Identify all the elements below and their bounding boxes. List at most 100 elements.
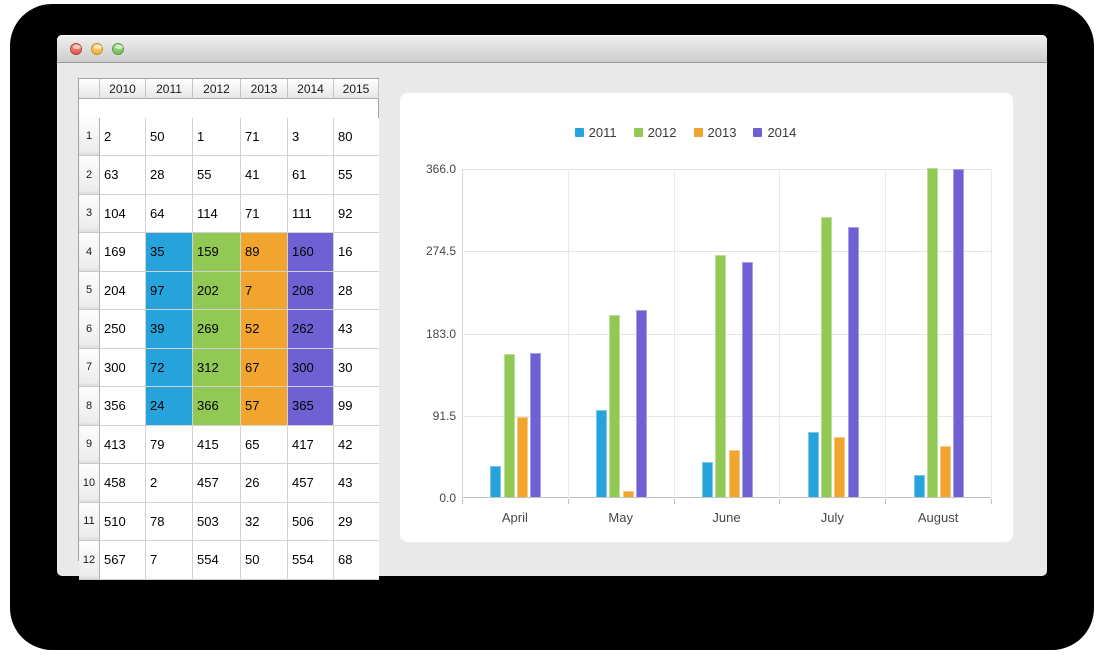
table-cell[interactable]: 28 xyxy=(146,156,193,195)
table-cell[interactable]: 300 xyxy=(100,348,146,387)
table-cell[interactable]: 554 xyxy=(193,541,241,580)
table-cell[interactable]: 506 xyxy=(288,502,334,541)
table-cell[interactable]: 250 xyxy=(100,310,146,349)
table-cell[interactable]: 65 xyxy=(241,425,288,464)
table-cell[interactable]: 567 xyxy=(100,541,146,580)
row-header-1[interactable]: 1 xyxy=(79,117,100,156)
table-cell[interactable]: 29 xyxy=(334,502,379,541)
table-cell[interactable]: 61 xyxy=(288,156,334,195)
column-header-2012[interactable]: 2012 xyxy=(193,79,241,99)
table-cell[interactable]: 30 xyxy=(334,348,379,387)
window-titlebar[interactable] xyxy=(57,35,1047,63)
table-cell[interactable]: 160 xyxy=(288,233,334,272)
table-cell[interactable]: 7 xyxy=(146,541,193,580)
row-header-11[interactable]: 11 xyxy=(79,502,100,541)
table-cell[interactable]: 417 xyxy=(288,425,334,464)
table-cell[interactable]: 365 xyxy=(288,387,334,426)
row-header-5[interactable]: 5 xyxy=(79,271,100,310)
table-cell[interactable]: 80 xyxy=(334,117,379,156)
table-cell[interactable]: 63 xyxy=(100,156,146,195)
zoom-button[interactable] xyxy=(112,42,124,55)
table-cell[interactable]: 503 xyxy=(193,502,241,541)
table-cell[interactable]: 79 xyxy=(146,425,193,464)
row-header-7[interactable]: 7 xyxy=(79,348,100,387)
table-cell[interactable]: 26 xyxy=(241,464,288,503)
table-cell[interactable]: 104 xyxy=(100,194,146,233)
table-cell[interactable]: 71 xyxy=(241,117,288,156)
table-cell[interactable]: 28 xyxy=(334,271,379,310)
table-cell[interactable]: 111 xyxy=(288,194,334,233)
table-cell[interactable]: 208 xyxy=(288,271,334,310)
table-cell[interactable]: 510 xyxy=(100,502,146,541)
table-cell[interactable]: 43 xyxy=(334,310,379,349)
minimize-button[interactable] xyxy=(91,42,103,55)
table-cell[interactable]: 202 xyxy=(193,271,241,310)
table-cell[interactable]: 24 xyxy=(146,387,193,426)
table-cell[interactable]: 68 xyxy=(334,541,379,580)
table-cell[interactable]: 269 xyxy=(193,310,241,349)
table-cell[interactable]: 89 xyxy=(241,233,288,272)
column-header-2013[interactable]: 2013 xyxy=(241,79,288,99)
table-cell[interactable]: 114 xyxy=(193,194,241,233)
row-header-6[interactable]: 6 xyxy=(79,310,100,349)
table-cell[interactable]: 92 xyxy=(334,194,379,233)
table-cell[interactable]: 413 xyxy=(100,425,146,464)
column-header-2015[interactable]: 2015 xyxy=(334,79,379,99)
table-cell[interactable]: 457 xyxy=(288,464,334,503)
table-cell[interactable]: 356 xyxy=(100,387,146,426)
table-cell[interactable]: 169 xyxy=(100,233,146,272)
column-header-2010[interactable]: 2010 xyxy=(100,79,146,99)
table-cell[interactable]: 78 xyxy=(146,502,193,541)
table-cell[interactable]: 16 xyxy=(334,233,379,272)
table-cell[interactable]: 2 xyxy=(146,464,193,503)
row-header-10[interactable]: 10 xyxy=(79,464,100,503)
table-cell[interactable]: 43 xyxy=(334,464,379,503)
row-header-2[interactable]: 2 xyxy=(79,156,100,195)
table-cell[interactable]: 3 xyxy=(288,117,334,156)
table-cell[interactable]: 262 xyxy=(288,310,334,349)
table-cell[interactable]: 41 xyxy=(241,156,288,195)
table-cell[interactable]: 35 xyxy=(146,233,193,272)
table-cell[interactable]: 72 xyxy=(146,348,193,387)
row-header-8[interactable]: 8 xyxy=(79,387,100,426)
table-cell[interactable]: 415 xyxy=(193,425,241,464)
table-cell[interactable]: 50 xyxy=(146,117,193,156)
table-cell[interactable]: 458 xyxy=(100,464,146,503)
table-cell[interactable]: 7 xyxy=(241,271,288,310)
legend-label: 2014 xyxy=(767,125,797,140)
x-axis-tickmark xyxy=(991,499,992,504)
table-cell[interactable]: 71 xyxy=(241,194,288,233)
row-header-4[interactable]: 4 xyxy=(79,233,100,272)
row-header-3[interactable]: 3 xyxy=(79,194,100,233)
close-button[interactable] xyxy=(70,42,82,55)
table-cell[interactable]: 300 xyxy=(288,348,334,387)
table-cell[interactable]: 2 xyxy=(100,117,146,156)
table-cell[interactable]: 366 xyxy=(193,387,241,426)
row-header-9[interactable]: 9 xyxy=(79,425,100,464)
row-header-12[interactable]: 12 xyxy=(79,541,100,580)
table-cell[interactable]: 57 xyxy=(241,387,288,426)
table-cell[interactable]: 42 xyxy=(334,425,379,464)
table-cell[interactable]: 52 xyxy=(241,310,288,349)
column-header-2011[interactable]: 2011 xyxy=(146,79,193,99)
table-cell[interactable]: 55 xyxy=(334,156,379,195)
table-cell[interactable]: 457 xyxy=(193,464,241,503)
table-cell[interactable]: 99 xyxy=(334,387,379,426)
horizontal-gridline xyxy=(463,169,992,170)
table-cell[interactable]: 312 xyxy=(193,348,241,387)
table-cell[interactable]: 97 xyxy=(146,271,193,310)
table-cell[interactable]: 204 xyxy=(100,271,146,310)
column-header-2014[interactable]: 2014 xyxy=(288,79,334,99)
table-cell[interactable]: 39 xyxy=(146,310,193,349)
table-cell[interactable]: 55 xyxy=(193,156,241,195)
table-cell[interactable]: 67 xyxy=(241,348,288,387)
table-cell[interactable]: 554 xyxy=(288,541,334,580)
table-corner-header[interactable] xyxy=(79,79,100,99)
table-cell[interactable]: 64 xyxy=(146,194,193,233)
table-cell[interactable]: 159 xyxy=(193,233,241,272)
table-cell[interactable]: 50 xyxy=(241,541,288,580)
bar-2014-May xyxy=(635,310,647,497)
table-cell[interactable]: 32 xyxy=(241,502,288,541)
table-cell[interactable]: 1 xyxy=(193,117,241,156)
x-axis-label-august: August xyxy=(917,510,959,525)
